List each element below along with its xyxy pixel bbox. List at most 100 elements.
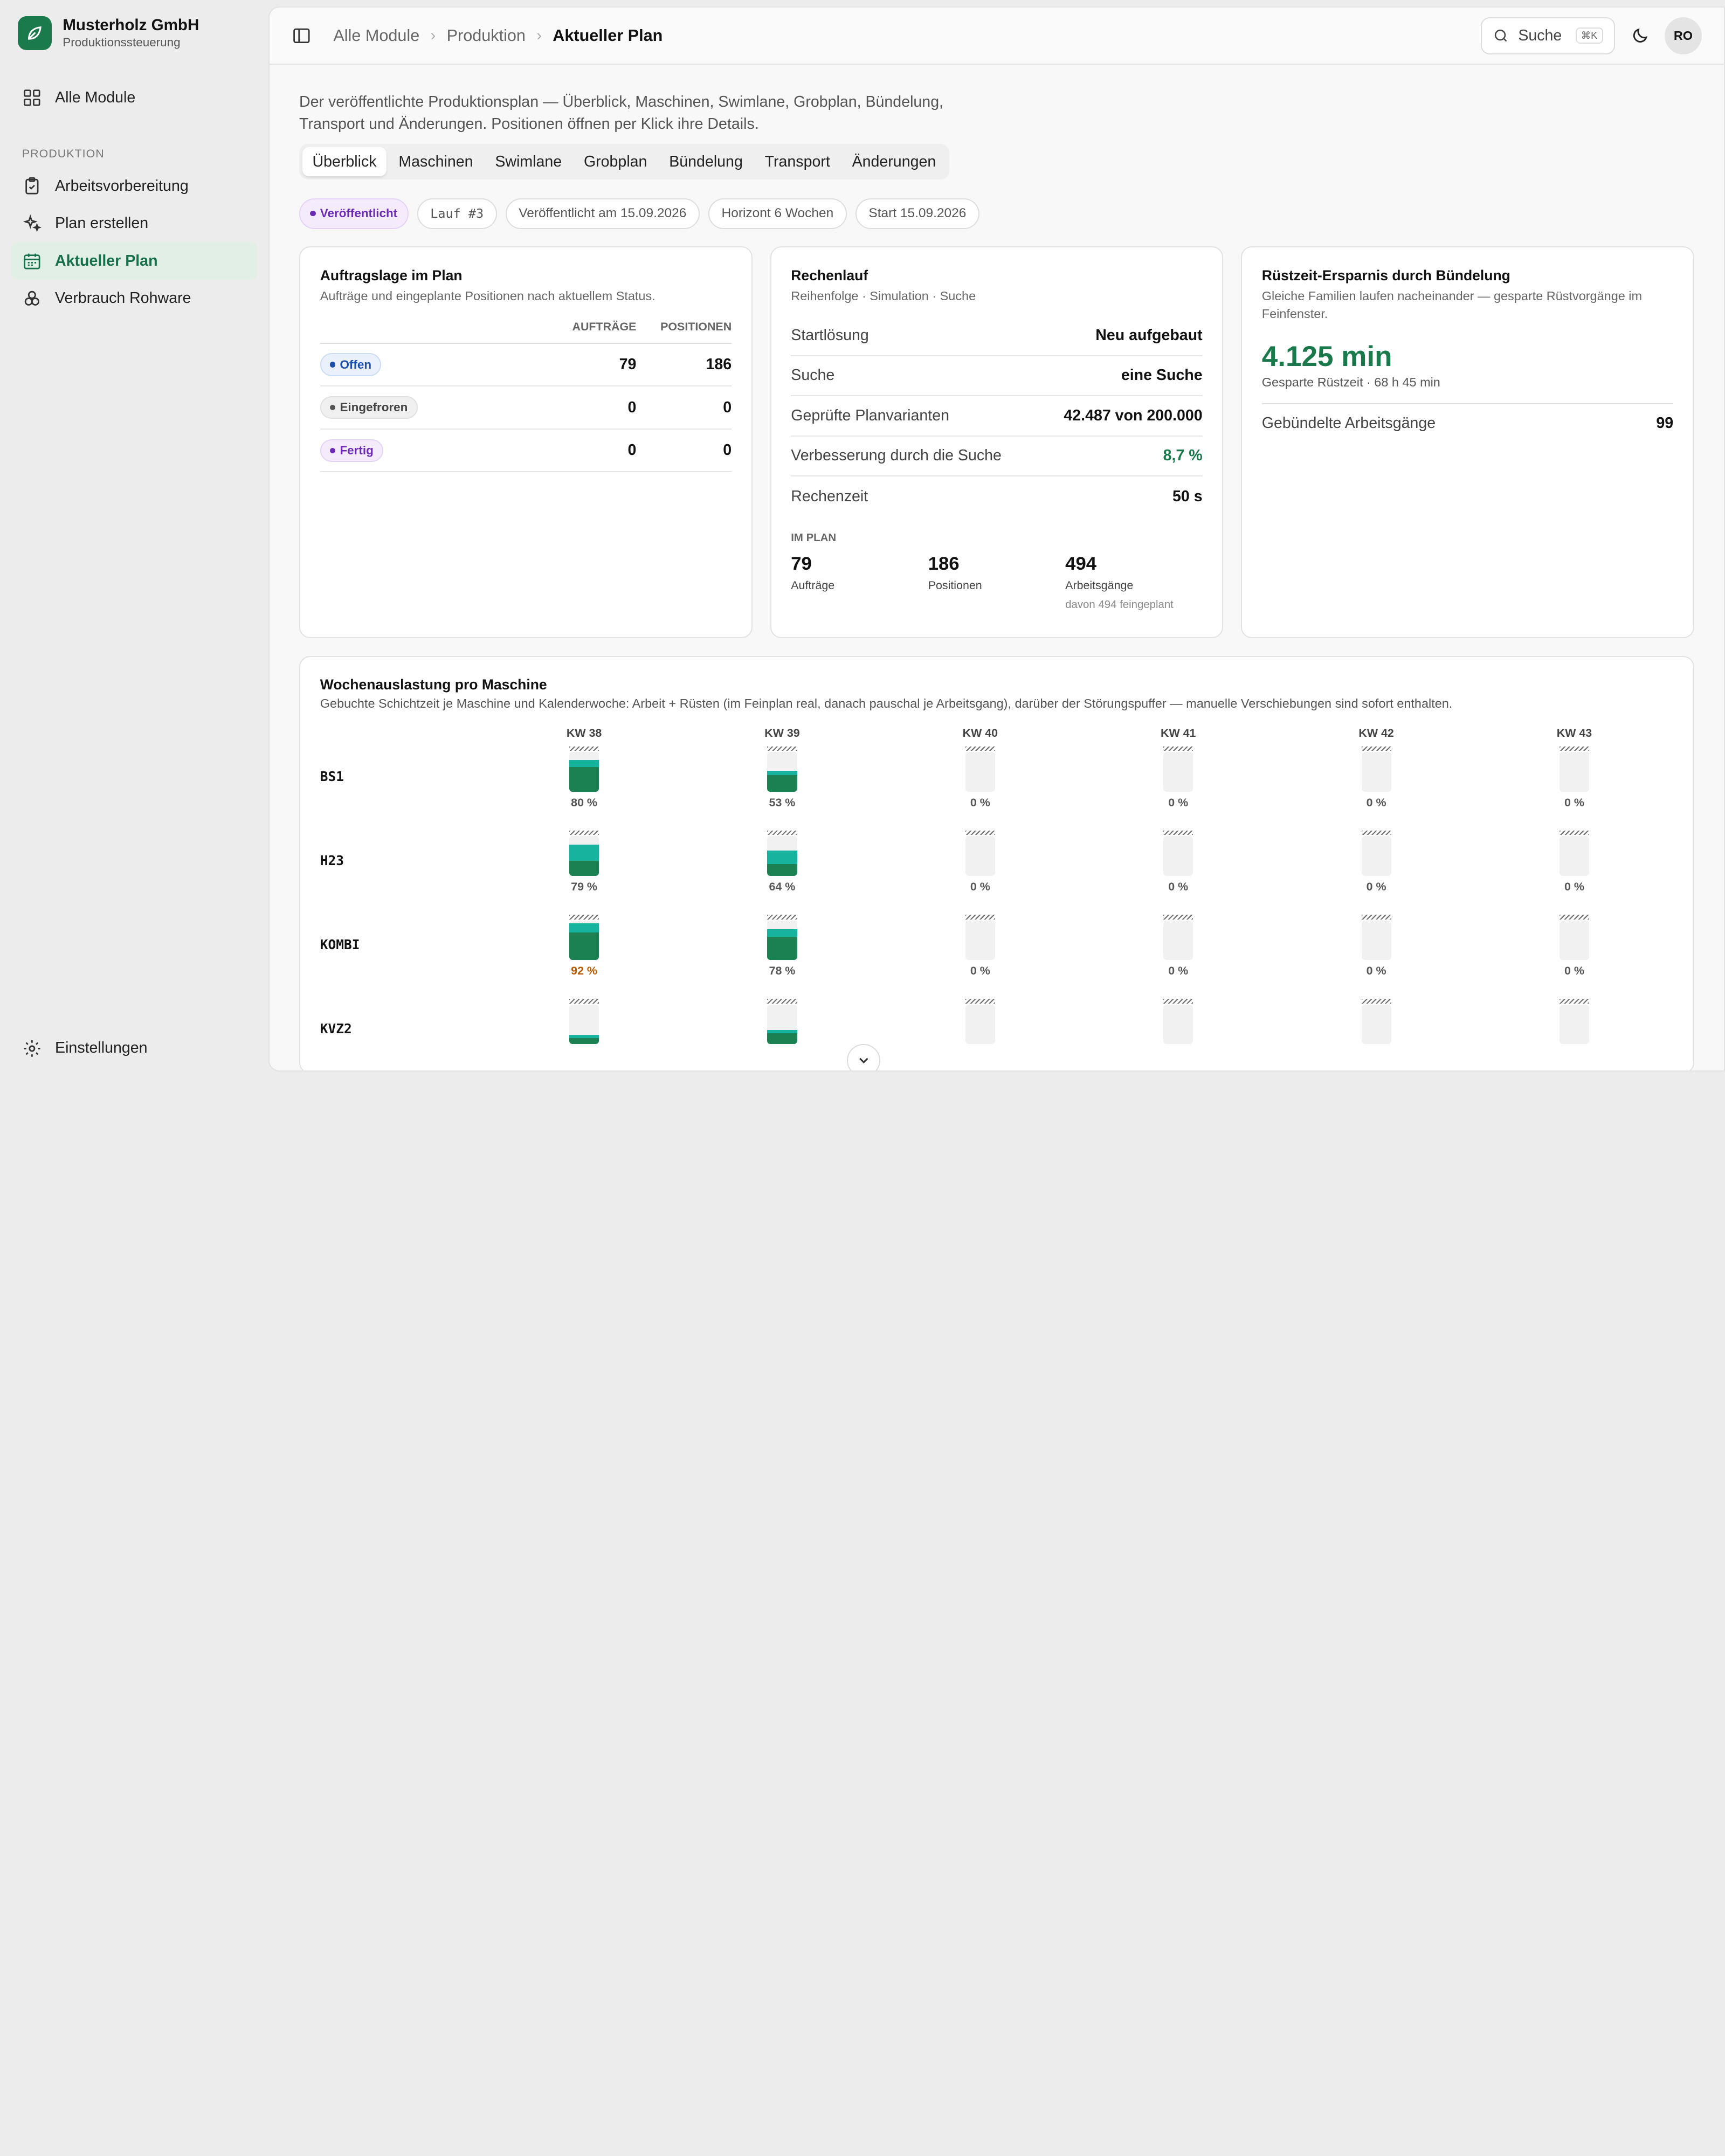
buffer-hatch <box>1361 915 1391 920</box>
load-cell[interactable] <box>881 992 1079 1048</box>
load-percent: 78 % <box>769 964 796 978</box>
nav-section-label: PRODUKTION <box>22 147 105 161</box>
search-button[interactable]: Suche ⌘K <box>1481 17 1615 54</box>
load-cell[interactable]: 0 % <box>881 908 1079 978</box>
chevron-right-icon: › <box>430 26 436 44</box>
load-cell[interactable]: 0 % <box>1277 740 1475 810</box>
load-percent: 79 % <box>571 880 597 894</box>
load-cell[interactable]: 0 % <box>1277 908 1475 978</box>
load-cell[interactable] <box>1475 992 1673 1048</box>
load-cell[interactable]: 64 % <box>683 824 881 894</box>
load-cell[interactable]: 0 % <box>1277 824 1475 894</box>
load-cell[interactable]: 0 % <box>1079 740 1277 810</box>
table-row[interactable]: Fertig 0 0 <box>320 429 732 473</box>
tab-maschinen[interactable]: Maschinen <box>398 153 473 170</box>
status-label: Offen <box>340 357 372 371</box>
load-cell[interactable]: 78 % <box>683 908 881 978</box>
load-cell[interactable]: 0 % <box>1079 908 1277 978</box>
tabs: Überblick Maschinen Swimlane Grobplan Bü… <box>299 144 949 179</box>
load-cell[interactable]: 92 % <box>485 908 683 978</box>
work-segment <box>569 932 599 960</box>
load-bar <box>1559 1004 1589 1045</box>
brand-name: Musterholz GmbH <box>63 16 199 34</box>
load-cell[interactable]: 0 % <box>1475 908 1673 978</box>
load-cell[interactable]: 0 % <box>1475 824 1673 894</box>
card-title: Auftragslage im Plan <box>320 267 463 284</box>
breadcrumb-current: Aktueller Plan <box>553 26 663 45</box>
load-bar <box>1559 920 1589 960</box>
avatar[interactable]: RO <box>1664 17 1702 54</box>
buffer-hatch <box>1163 747 1193 751</box>
load-bar <box>1559 836 1589 876</box>
setup-segment <box>569 1035 599 1039</box>
week-label: KW 40 <box>962 726 998 740</box>
load-cell[interactable] <box>683 992 881 1048</box>
tab-aenderungen[interactable]: Änderungen <box>852 153 936 170</box>
search-icon <box>1495 29 1507 42</box>
load-cell[interactable]: 53 % <box>683 740 881 810</box>
load-cell[interactable]: 0 % <box>1079 824 1277 894</box>
topbar: Alle Module › Produktion › Aktueller Pla… <box>269 8 1724 65</box>
load-bar <box>965 920 995 960</box>
start-chip: Start 15.09.2026 <box>855 198 979 229</box>
nav-label: Aktueller Plan <box>55 252 158 270</box>
scroll-down-button[interactable] <box>847 1044 880 1070</box>
orders-table: AUFTRÄGE POSITIONEN Offen 79 186 Eingefr… <box>320 320 732 473</box>
nav-arbeitsvorbereitung[interactable]: Arbeitsvorbereitung <box>11 168 257 205</box>
setup-segment <box>569 923 599 932</box>
load-cell[interactable] <box>1277 992 1475 1048</box>
kv-value: 50 s <box>1172 487 1203 505</box>
plan-orders-label: Aufträge <box>791 578 835 592</box>
load-cell[interactable]: 79 % <box>485 824 683 894</box>
nav-verbrauch-rohware[interactable]: Verbrauch Rohware <box>11 280 257 317</box>
moon-icon[interactable] <box>1631 26 1650 45</box>
tab-transport[interactable]: Transport <box>764 153 830 170</box>
load-percent: 0 % <box>1168 964 1189 978</box>
work-segment <box>767 937 797 960</box>
nav-settings[interactable]: Einstellungen <box>11 1029 257 1067</box>
table-row[interactable]: Eingefroren 0 0 <box>320 386 732 430</box>
table-row[interactable]: Offen 79 186 <box>320 343 732 387</box>
weekly-grid: BS1 80 % 53 % 0 % 0 % 0 % 0 % H23 79 % 64 % 0 % 0 %… <box>320 740 1673 1070</box>
buffer-hatch <box>569 831 599 835</box>
nav-aktueller-plan[interactable]: Aktueller Plan <box>11 242 258 280</box>
load-cell[interactable]: 80 % <box>485 740 683 810</box>
load-cell[interactable]: 0 % <box>881 824 1079 894</box>
col-status <box>320 320 551 344</box>
sparkles-icon <box>23 215 42 233</box>
load-bar <box>1361 752 1391 792</box>
horizon-chip: Horizont 6 Wochen <box>708 198 847 229</box>
load-cell[interactable] <box>1079 992 1277 1048</box>
buffer-hatch <box>965 831 995 835</box>
nav-label: Arbeitsvorbereitung <box>55 177 189 195</box>
weekly-load-card: Wochenauslastung pro Maschine Gebuchte S… <box>299 655 1694 1070</box>
tab-grobplan[interactable]: Grobplan <box>583 153 647 170</box>
tab-swimlane[interactable]: Swimlane <box>495 153 562 170</box>
kv-row: Verbesserung durch die Suche 8,7 % <box>791 437 1203 477</box>
grid-icon <box>24 89 40 106</box>
clipboard-check-icon <box>25 177 39 195</box>
setup-segment <box>569 760 599 768</box>
load-percent: 0 % <box>1366 796 1386 809</box>
breadcrumb-produktion[interactable]: Produktion <box>446 26 526 45</box>
load-bar <box>1559 752 1589 792</box>
brand[interactable]: Musterholz GmbH Produktionssteuerung <box>11 13 257 52</box>
card-title: Rüstzeit-Ersparnis durch Bündelung <box>1261 267 1510 284</box>
breadcrumb-all-modules[interactable]: Alle Module <box>333 26 420 45</box>
load-cell[interactable]: 0 % <box>881 740 1079 810</box>
tab-ueberblick[interactable]: Überblick <box>302 147 387 176</box>
plan-orders: 79 <box>791 553 812 574</box>
machine-name: H23 <box>320 853 344 869</box>
orders-count: 0 <box>550 386 637 430</box>
nav-all-modules[interactable]: Alle Module <box>11 79 257 116</box>
tab-buendelung[interactable]: Bündelung <box>669 153 743 170</box>
sidebar-toggle-icon[interactable] <box>292 26 312 46</box>
card-subtitle: Aufträge und eingeplante Positionen nach… <box>320 289 656 303</box>
nav-plan-erstellen[interactable]: Plan erstellen <box>11 205 257 242</box>
load-cell[interactable]: 0 % <box>1475 740 1673 810</box>
load-cell[interactable] <box>485 992 683 1048</box>
load-percent: 0 % <box>1564 880 1584 894</box>
dot-icon <box>330 362 336 368</box>
load-bar <box>1163 920 1193 960</box>
week-label: KW 43 <box>1556 726 1592 740</box>
